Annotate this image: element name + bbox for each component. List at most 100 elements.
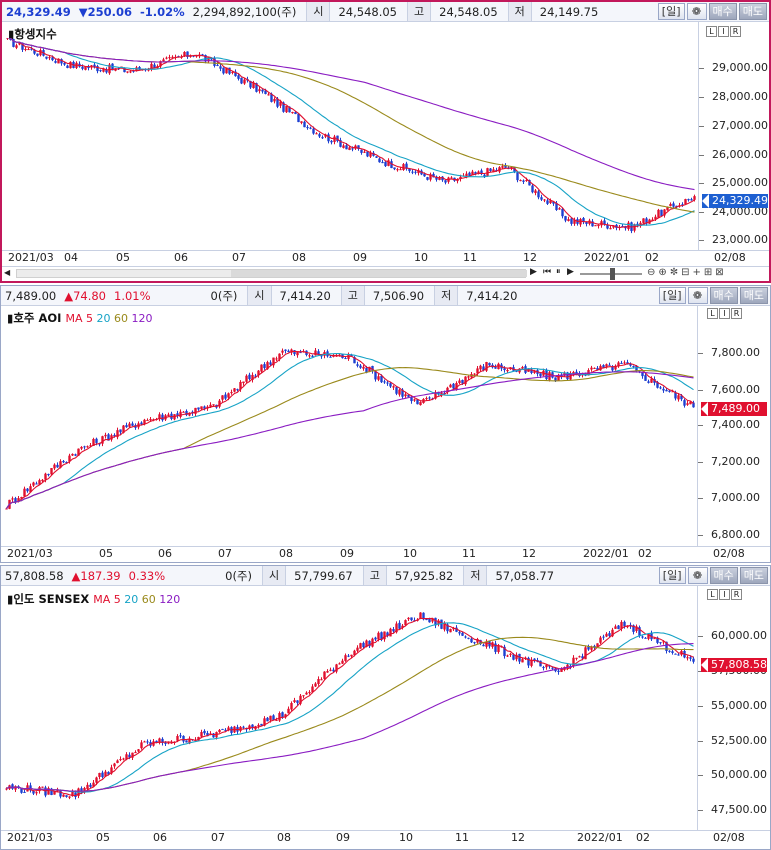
x-tick-label: 06	[174, 251, 188, 264]
scale-toggle[interactable]: L I R	[706, 26, 741, 37]
buy-button[interactable]: 매수	[709, 567, 738, 584]
sell-button[interactable]: 매도	[738, 3, 767, 20]
chart-scrollbar[interactable]: ◀ ▶ ⏮ ⏸ ▶ ⊖⊕✼⊟+⊞⊠	[2, 266, 769, 280]
candlestick-chart[interactable]	[1, 602, 697, 830]
scale-right-toggle[interactable]: R	[731, 308, 742, 319]
candlestick-chart[interactable]	[1, 322, 697, 544]
candle-down	[32, 790, 35, 794]
candle-up	[188, 738, 191, 744]
high-value: 57,925.82	[394, 568, 454, 583]
scale-left-toggle[interactable]: L	[707, 308, 718, 319]
candle-down	[26, 488, 29, 492]
candle-down	[185, 740, 188, 743]
candle-up	[197, 736, 200, 741]
candle-down	[347, 655, 350, 657]
candle-down	[332, 669, 335, 672]
candle-up	[485, 362, 488, 371]
candle-up	[611, 629, 614, 637]
candle-up	[126, 71, 129, 73]
candle-up	[315, 133, 318, 135]
scale-right-toggle[interactable]: R	[731, 589, 742, 600]
candle-down	[20, 788, 23, 793]
candle-up	[102, 69, 105, 72]
candle-down	[516, 172, 519, 181]
scale-right-toggle[interactable]: R	[730, 26, 741, 37]
candle-up	[485, 641, 488, 647]
candle-down	[392, 629, 395, 632]
scale-toggle[interactable]: L I R	[707, 589, 742, 600]
settings-gear-icon[interactable]: ❁	[686, 3, 707, 20]
candle-up	[171, 56, 174, 58]
settings-gear-icon[interactable]: ❁	[687, 287, 708, 304]
y-tick	[699, 212, 704, 213]
candle-up	[183, 52, 186, 57]
scale-left-toggle[interactable]: L	[706, 26, 717, 37]
y-tick-label: 7,800.00	[711, 346, 760, 359]
scroll-thumb[interactable]	[231, 270, 527, 277]
candle-down	[662, 388, 665, 391]
candle-up	[227, 727, 230, 730]
scale-log-toggle[interactable]: I	[719, 308, 730, 319]
x-tick-label: 02	[636, 831, 650, 844]
candle-up	[122, 425, 125, 433]
candle-down	[647, 381, 650, 383]
candle-down	[336, 135, 339, 142]
candle-up	[86, 784, 89, 790]
candle-down	[585, 221, 588, 224]
candle-down	[185, 411, 188, 416]
candle-up	[98, 772, 101, 777]
candle-up	[92, 782, 95, 787]
period-button[interactable]: [일]	[658, 567, 686, 584]
scroll-track[interactable]	[16, 269, 527, 278]
scroll-right-icon[interactable]: ▶	[530, 267, 537, 277]
candle-up	[578, 656, 581, 658]
candle-up	[627, 222, 630, 230]
y-tick	[698, 498, 703, 499]
candle-down	[587, 646, 590, 650]
buy-button[interactable]: 매수	[708, 3, 737, 20]
x-axis-end-date: 02/08	[714, 251, 746, 264]
candle-up	[35, 792, 38, 794]
settings-gear-icon[interactable]: ❁	[687, 567, 708, 584]
candle-down	[248, 374, 251, 380]
scroll-left-icon[interactable]: ◀	[4, 268, 11, 277]
candle-down	[408, 168, 411, 172]
sell-button[interactable]: 매도	[739, 567, 768, 584]
candle-up	[299, 695, 302, 704]
candle-up	[443, 623, 446, 630]
candle-down	[656, 637, 659, 643]
chart-tools[interactable]: ⊖⊕✼⊟+⊞⊠	[647, 267, 727, 278]
period-button[interactable]: [일]	[658, 287, 686, 304]
scale-log-toggle[interactable]: I	[718, 26, 729, 37]
chart-title-text: ▮호주 AOI	[7, 311, 62, 325]
candle-down	[45, 56, 48, 59]
candle-up	[399, 169, 402, 171]
candle-up	[227, 393, 230, 398]
candle-down	[107, 434, 110, 441]
candle-down	[482, 644, 485, 647]
play-icon[interactable]: ▶	[567, 267, 574, 277]
scale-left-toggle[interactable]: L	[707, 589, 718, 600]
candle-down	[401, 389, 404, 397]
scale-log-toggle[interactable]: I	[719, 589, 730, 600]
candle-up	[89, 445, 92, 447]
candlestick-chart[interactable]	[2, 38, 698, 248]
candle-up	[170, 742, 173, 744]
candle-down	[411, 171, 414, 173]
candle-down	[212, 733, 215, 738]
candle-up	[456, 179, 459, 182]
zoom-slider-knob[interactable]	[610, 268, 615, 280]
candle-down	[99, 70, 102, 72]
candle-up	[149, 419, 152, 421]
period-button[interactable]: [일]	[657, 3, 685, 20]
candle-up	[308, 355, 311, 357]
scale-toggle[interactable]: L I R	[707, 308, 742, 319]
candle-down	[482, 366, 485, 371]
pause-icon[interactable]: ⏸	[556, 267, 561, 277]
buy-button[interactable]: 매수	[709, 287, 738, 304]
sell-button[interactable]: 매도	[739, 287, 768, 304]
jump-start-icon[interactable]: ⏮	[543, 267, 552, 277]
y-tick	[699, 240, 704, 241]
candle-up	[431, 618, 434, 622]
candle-up	[257, 724, 260, 727]
